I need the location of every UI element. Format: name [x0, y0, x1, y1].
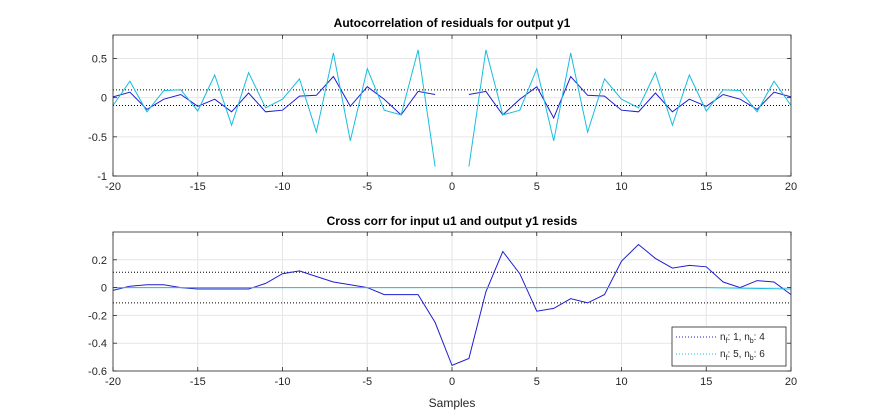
y-tick-label: 0.5: [92, 54, 107, 66]
x-tick-label: 10: [615, 376, 627, 388]
x-tick-label: -10: [275, 181, 291, 193]
x-tick-label: -20: [105, 181, 121, 193]
chart-title: Autocorrelation of residuals for output …: [334, 16, 571, 30]
legend: nf: 1, nb: 4nf: 5, nb: 6: [671, 326, 787, 367]
legend-box: [671, 326, 787, 367]
x-tick-label: 10: [615, 181, 627, 193]
x-tick-label: -5: [362, 376, 372, 388]
legend-subscript: b: [750, 355, 754, 362]
y-tick-label: -0.5: [88, 132, 107, 144]
series-line: [468, 49, 792, 167]
x-tick-label: 15: [700, 376, 712, 388]
x-tick-label: 15: [700, 181, 712, 193]
x-tick-label: -10: [275, 376, 291, 388]
series-line: [112, 243, 792, 367]
x-tick-label: -15: [190, 181, 206, 193]
y-tick-label: 0.2: [92, 255, 107, 267]
x-tick-label: 20: [785, 181, 797, 193]
legend-subscript: b: [750, 338, 754, 345]
x-tick-label: 0: [449, 376, 455, 388]
x-tick-label: 5: [534, 376, 540, 388]
y-tick-label: -0.6: [88, 366, 107, 378]
series-line: [112, 49, 436, 167]
legend-text: : 6: [754, 349, 766, 360]
chart-title: Cross corr for input u1 and output y1 re…: [327, 214, 578, 228]
autocorrelation-chart: Autocorrelation of residuals for output …: [88, 16, 797, 193]
x-tick-label: -5: [362, 181, 372, 193]
x-tick-label: 5: [534, 181, 540, 193]
y-tick-label: 0: [101, 283, 107, 295]
legend-entry-label: nf: 1, nb: 4: [720, 332, 765, 345]
series-line: [112, 75, 436, 116]
legend-entry-label: nf: 5, nb: 6: [720, 349, 765, 362]
legend-subscript: f: [726, 355, 728, 362]
x-tick-label: 0: [449, 181, 455, 193]
legend-subscript: f: [726, 338, 728, 345]
legend-text: n: [720, 332, 726, 343]
x-axis-label: Samples: [429, 396, 476, 410]
legend-text: n: [720, 349, 726, 360]
legend-text: : 1, n: [728, 332, 750, 343]
series-line: [113, 287, 792, 290]
y-tick-label: 0: [101, 93, 107, 105]
x-tick-label: -20: [105, 376, 121, 388]
y-tick-label: -0.4: [88, 338, 107, 350]
legend-text: : 4: [754, 332, 766, 343]
x-tick-label: -15: [190, 376, 206, 388]
series-line: [468, 75, 792, 120]
y-tick-label: -0.2: [88, 310, 107, 322]
cross-correlation-chart: Cross corr for input u1 and output y1 re…: [88, 214, 797, 410]
y-tick-label: -1: [97, 171, 107, 183]
x-tick-label: 20: [785, 376, 797, 388]
legend-text: : 5, n: [728, 349, 750, 360]
